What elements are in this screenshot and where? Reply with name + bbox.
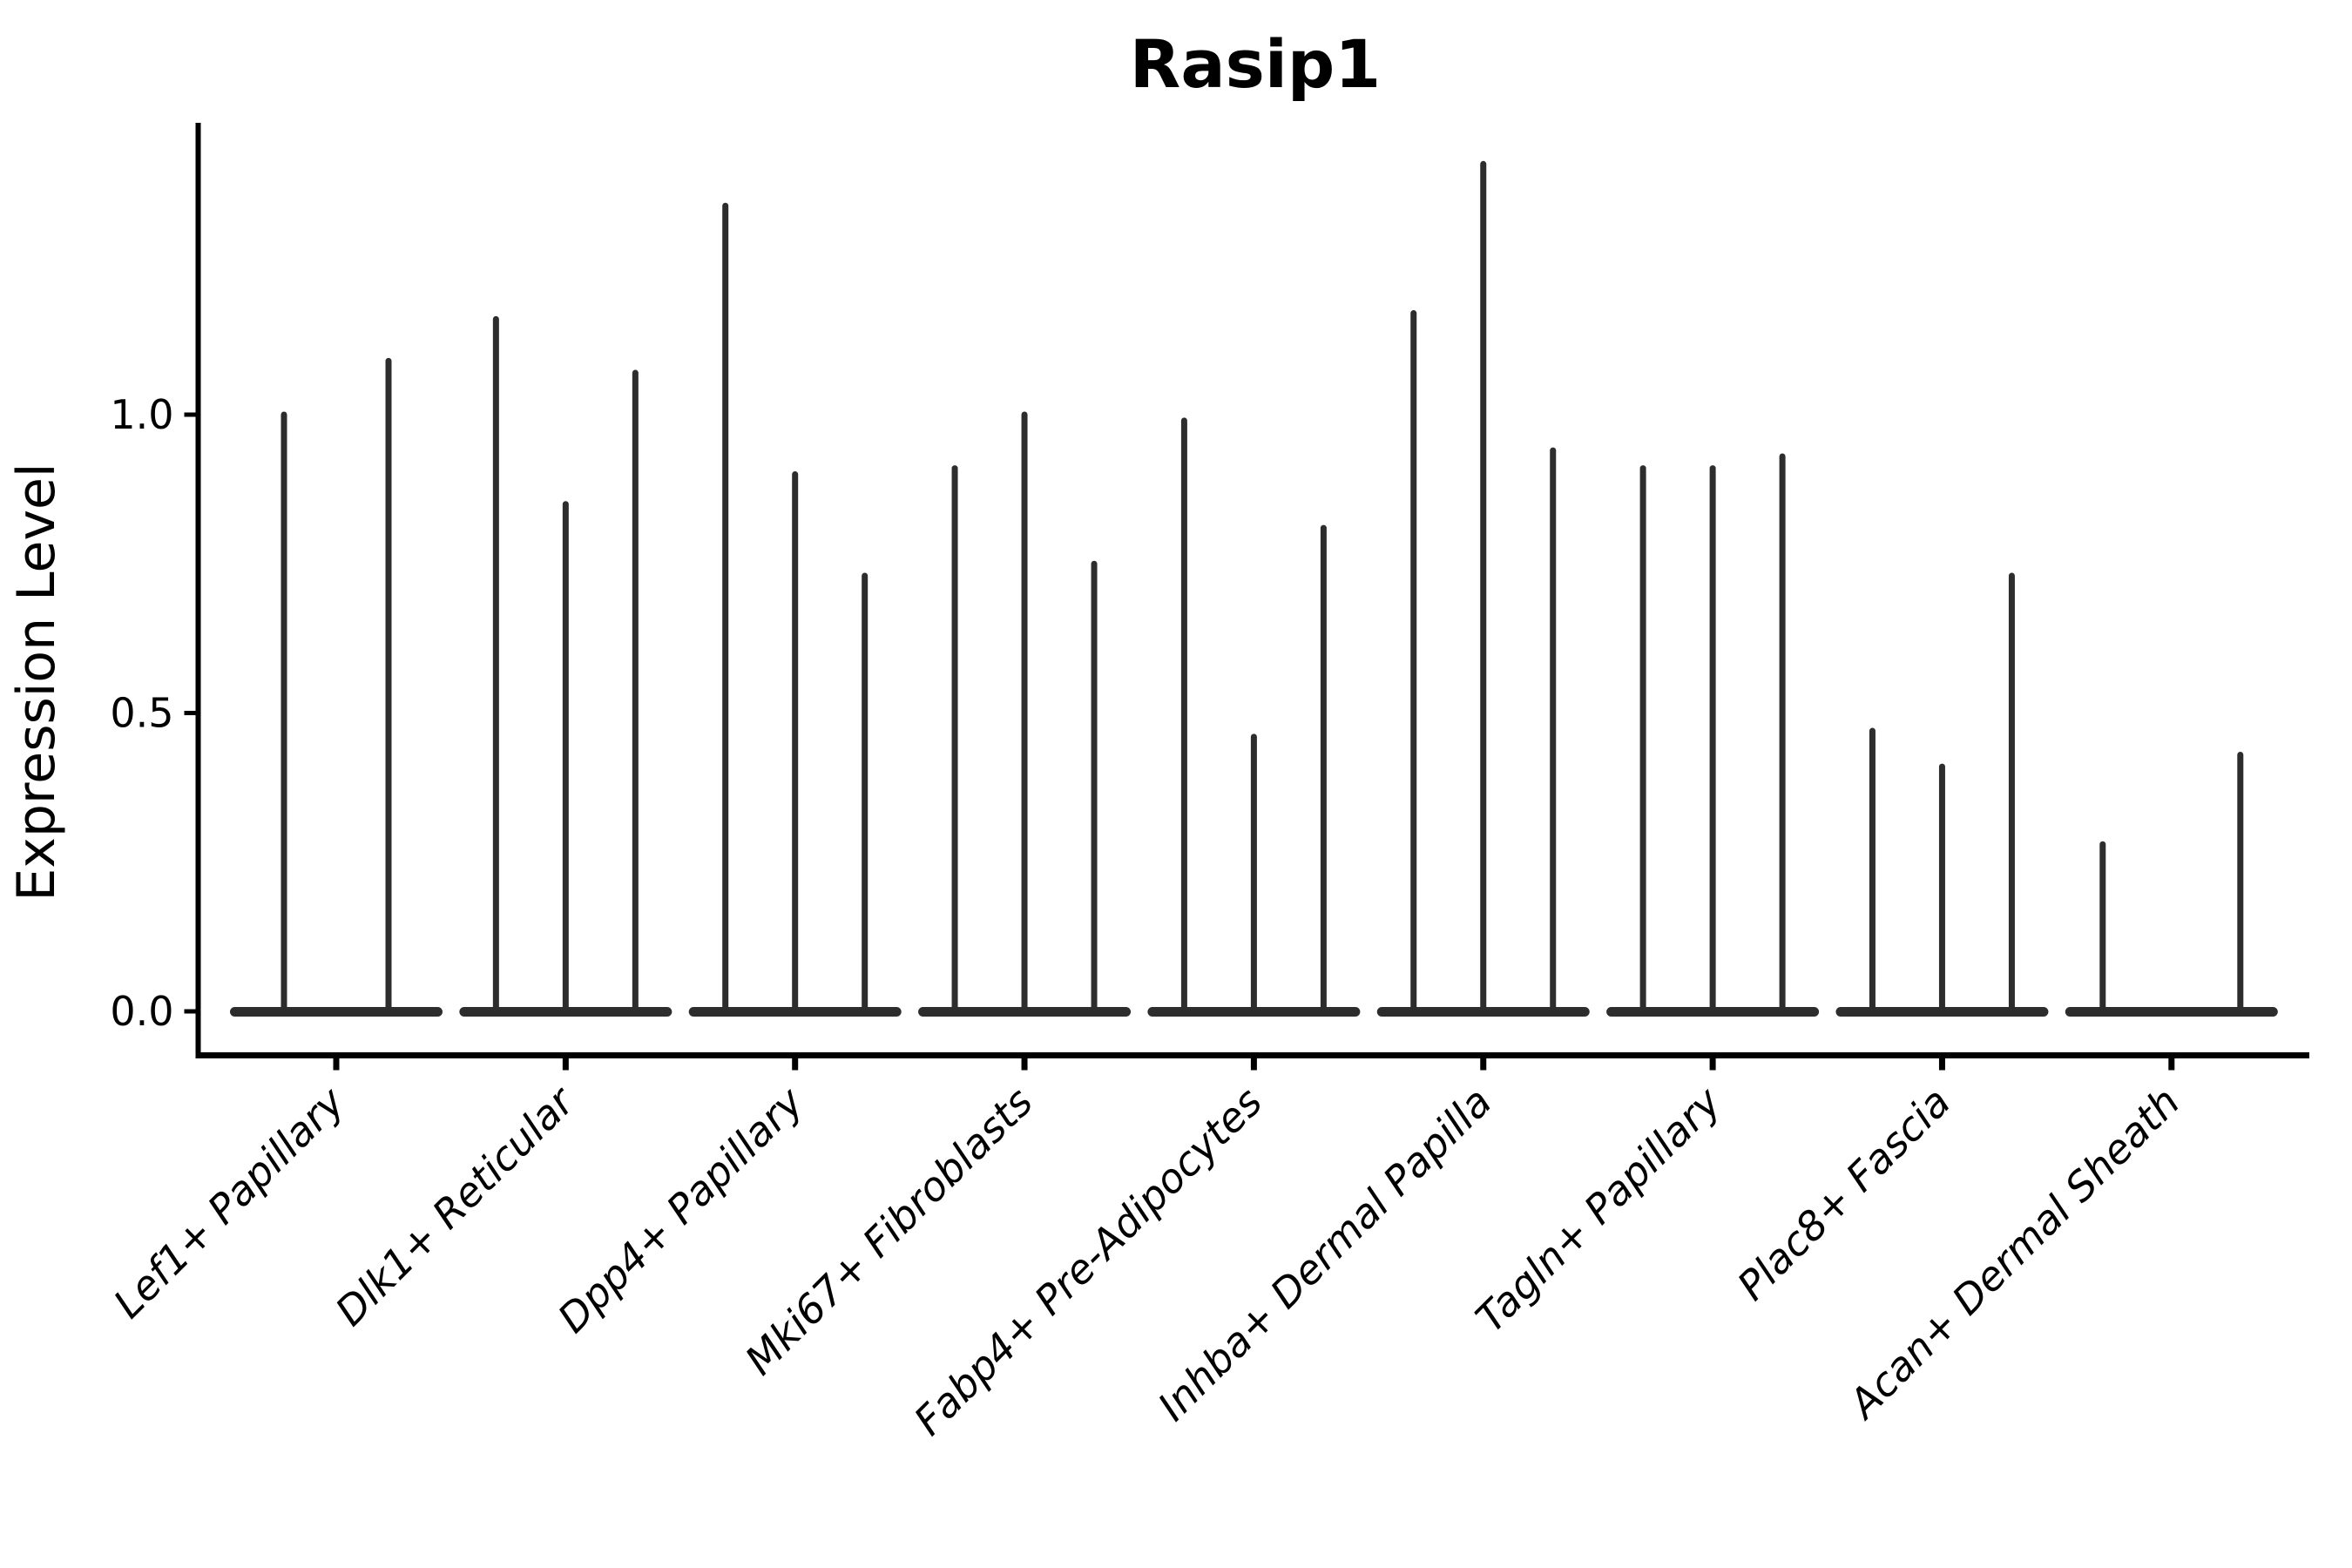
chart-title: Rasip1 (1130, 25, 1381, 103)
y-tick-label: 0.5 (110, 690, 173, 737)
y-tick-label: 1.0 (110, 391, 173, 438)
violin-group-6: Inhba+ Dermal Papilla (1149, 160, 1590, 1429)
violin-group-8: Plac8+ Fascia (1728, 572, 2049, 1309)
violin-group-3: Dpp4+ Papillary (549, 202, 902, 1342)
violin-group-1: Lef1+ Papillary (105, 357, 443, 1328)
violin-base (230, 1007, 443, 1017)
y-axis-label: Expression Level (6, 463, 67, 901)
x-tick-label: Plac8+ Fascia (1728, 1078, 1959, 1309)
violin-group-2: Dlk1+ Reticular (326, 315, 672, 1335)
y-tick-label: 0.0 (110, 988, 173, 1035)
x-tick-label: Tagln+ Papillary (1467, 1078, 1731, 1342)
violin-base (2065, 1007, 2278, 1017)
violin-group-9: Acan+ Dermal Sheath (1838, 751, 2278, 1429)
x-tick-label: Dlk1+ Reticular (326, 1076, 585, 1335)
violin-group-7: Tagln+ Papillary (1467, 453, 1820, 1342)
x-tick-label: Lef1+ Papillary (105, 1078, 354, 1327)
x-tick-label: Dpp4+ Papillary (549, 1078, 813, 1342)
